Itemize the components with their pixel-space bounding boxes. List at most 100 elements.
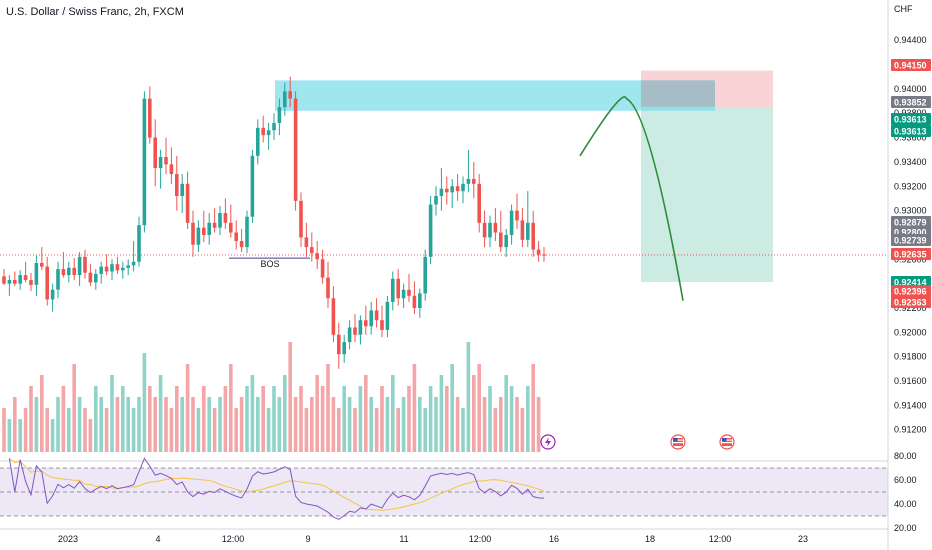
price-tag[interactable]: 0.92363 [891,296,931,308]
us-flag-icon[interactable] [719,434,735,450]
candle[interactable] [293,91,298,211]
candle[interactable] [104,254,109,276]
price-tag[interactable]: 0.94150 [891,59,931,71]
candle[interactable] [223,198,228,229]
candle[interactable] [212,208,217,233]
price-tag[interactable]: 0.92396 [891,285,931,297]
candle[interactable] [520,208,525,248]
price-tag[interactable]: 0.93613 [891,113,931,125]
candle[interactable] [493,208,498,242]
candle[interactable] [288,76,292,108]
candle[interactable] [45,256,49,306]
candle[interactable] [353,314,357,343]
candle[interactable] [364,305,368,335]
candle[interactable] [434,186,438,216]
candle[interactable] [396,269,400,306]
candle[interactable] [250,149,255,223]
candle[interactable] [131,241,136,272]
candle[interactable] [180,174,184,214]
candle[interactable] [245,210,249,254]
candle[interactable] [488,215,492,248]
candle[interactable] [115,256,120,274]
candle[interactable] [191,210,195,257]
candle[interactable] [401,283,406,308]
candle[interactable] [185,171,190,229]
candle[interactable] [23,261,28,283]
candle[interactable] [94,269,98,290]
candle[interactable] [72,258,76,280]
candle[interactable] [218,205,222,235]
price-tag[interactable]: 0.92635 [891,248,931,260]
candle[interactable] [423,249,427,301]
candle[interactable] [407,273,411,302]
candle[interactable] [77,252,82,287]
candle[interactable] [374,298,379,328]
candle[interactable] [56,261,60,299]
candle[interactable] [439,168,444,211]
candle[interactable] [272,113,276,140]
candle[interactable] [277,98,282,136]
candle[interactable] [121,261,125,279]
candle[interactable] [207,213,211,245]
candle[interactable] [380,305,384,338]
candle[interactable] [261,115,265,143]
price-tag[interactable]: 0.92739 [891,234,931,246]
candle[interactable] [110,259,114,280]
price-tag[interactable]: 0.92879 [891,216,931,228]
candle[interactable] [499,210,503,252]
candle[interactable] [13,271,17,287]
candle[interactable] [445,176,449,205]
candle[interactable] [304,222,309,257]
candle[interactable] [7,275,12,296]
candle[interactable] [450,178,454,209]
candle[interactable] [175,155,179,211]
candle[interactable] [542,247,546,262]
candle[interactable] [158,149,163,189]
candle[interactable] [67,261,71,283]
candle[interactable] [137,216,141,267]
candle[interactable] [315,241,319,270]
candle[interactable] [196,220,201,252]
candle[interactable] [331,286,336,343]
candle[interactable] [234,220,238,250]
candle[interactable] [347,320,352,350]
candle[interactable] [50,283,55,312]
candle[interactable] [88,264,93,287]
candle[interactable] [412,281,417,315]
candle[interactable] [40,247,44,271]
candle[interactable] [18,270,22,290]
candle[interactable] [266,122,271,150]
candle[interactable] [385,295,390,338]
us-flag-icon[interactable] [670,434,686,450]
candle[interactable] [142,91,147,233]
candle[interactable] [256,119,260,165]
candle[interactable] [472,161,476,199]
candle[interactable] [126,259,130,276]
candle[interactable] [34,255,39,296]
candle[interactable] [515,193,519,229]
candle[interactable] [477,174,481,233]
take-profit-zone[interactable] [641,106,773,282]
price-tag[interactable]: 0.93613 [891,125,931,137]
candle[interactable] [83,249,87,279]
candle[interactable] [326,261,330,308]
candle[interactable] [526,191,530,248]
candle[interactable] [531,210,535,257]
candle[interactable] [283,82,287,116]
candle[interactable] [455,174,460,201]
candle[interactable] [466,149,471,193]
candle[interactable] [358,315,363,345]
candle[interactable] [418,288,422,318]
candle[interactable] [29,272,33,291]
candle[interactable] [428,196,433,265]
candle[interactable] [337,322,341,369]
candle[interactable] [2,269,6,285]
candle[interactable] [536,241,541,262]
candle[interactable] [239,228,244,252]
candle[interactable] [299,192,303,248]
candle[interactable] [164,137,168,175]
candle[interactable] [509,204,514,245]
candle[interactable] [99,261,103,284]
candle[interactable] [391,271,395,311]
